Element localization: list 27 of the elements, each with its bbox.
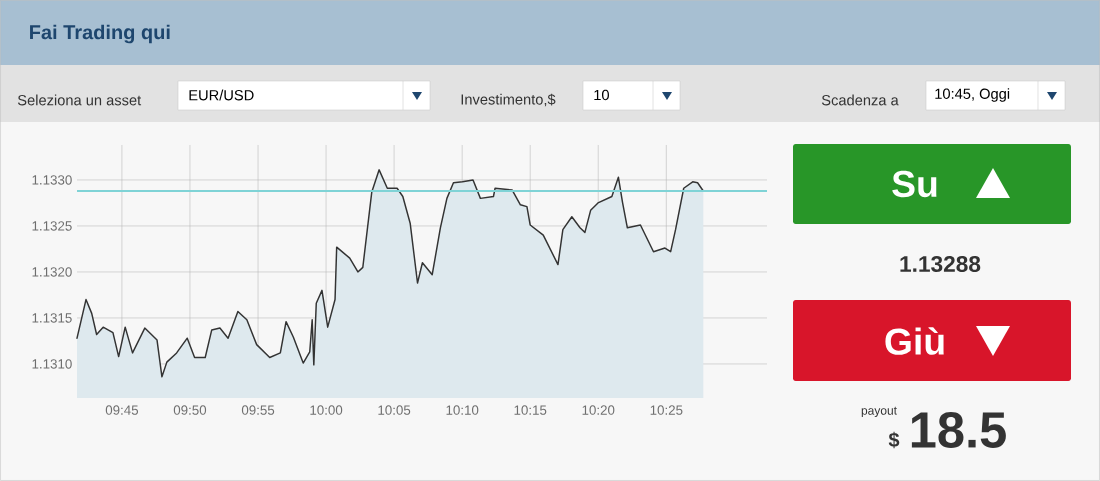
text: 10 xyxy=(594,89,609,101)
x-tick-label: 09:45 xyxy=(105,405,139,415)
text: $ xyxy=(888,431,900,449)
y-tick-label: 1.1315 xyxy=(32,313,72,323)
y-tick-label: 1.1325 xyxy=(32,221,72,231)
y-tick-label: 1.1330 xyxy=(32,175,72,185)
text: EUR/USD xyxy=(189,89,254,101)
text: 10:45, Oggi xyxy=(935,88,1010,102)
y-tick-label: 1.1310 xyxy=(32,359,72,369)
x-tick-label: 10:25 xyxy=(650,405,683,415)
y-tick-label: 1.1320 xyxy=(32,267,72,277)
text: Investimento,$ xyxy=(461,93,556,107)
text: payout xyxy=(861,406,897,418)
x-tick-label: 10:10 xyxy=(446,405,479,415)
text: Scadenza a xyxy=(821,94,899,106)
x-tick-label: 10:00 xyxy=(310,405,343,415)
text: Seleziona un asset xyxy=(17,94,142,106)
x-tick-label: 10:15 xyxy=(514,405,547,415)
x-tick-label: 10:20 xyxy=(582,405,615,415)
x-tick-label: 09:55 xyxy=(241,405,275,415)
text: 18.5 xyxy=(911,412,1006,448)
text: Su xyxy=(892,170,937,198)
x-tick-label: 10:05 xyxy=(378,405,411,415)
x-tick-label: 09:50 xyxy=(173,405,207,415)
text: 1.13288 xyxy=(900,255,981,273)
text: Giù xyxy=(885,327,944,355)
chart-title: Fai Trading qui xyxy=(30,24,170,44)
